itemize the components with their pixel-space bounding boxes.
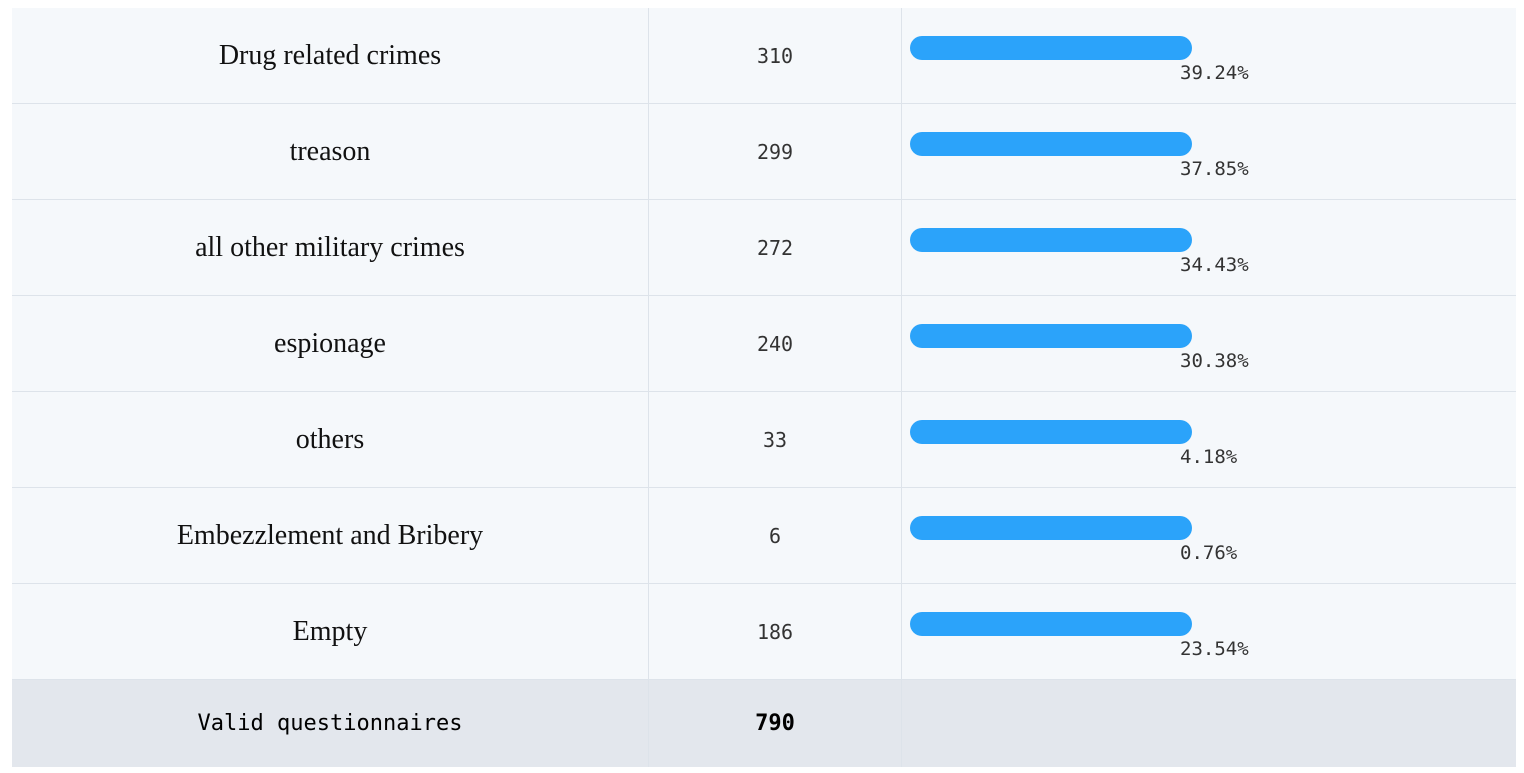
percent-label: 39.24% — [1180, 62, 1249, 84]
row-bar-cell: 39.24% — [901, 8, 1516, 103]
table-row: all other military crimes 272 34.43% — [12, 200, 1516, 296]
row-count: 33 — [648, 392, 901, 487]
row-label: treason — [289, 135, 371, 167]
row-label: all other military crimes — [195, 231, 465, 263]
percent-bar — [910, 612, 1192, 636]
row-bar-cell: 23.54% — [901, 584, 1516, 679]
total-label: Valid questionnaires — [197, 711, 463, 736]
table-row: others 33 4.18% — [12, 392, 1516, 488]
row-bar-cell: 30.38% — [901, 296, 1516, 391]
table-row: Drug related crimes 310 39.24% — [12, 8, 1516, 104]
row-count: 240 — [648, 296, 901, 391]
row-label: Empty — [292, 615, 368, 647]
total-count: 790 — [648, 680, 901, 767]
row-label: Embezzlement and Bribery — [176, 519, 484, 551]
percent-label: 23.54% — [1180, 638, 1249, 660]
percent-bar — [910, 132, 1192, 156]
percent-label: 30.38% — [1180, 350, 1249, 372]
row-bar-cell: 34.43% — [901, 200, 1516, 295]
row-label: others — [295, 423, 365, 455]
row-count: 272 — [648, 200, 901, 295]
row-label: espionage — [274, 327, 386, 359]
total-bar-cell — [901, 680, 1516, 767]
row-count: 310 — [648, 8, 901, 103]
percent-bar — [910, 324, 1192, 348]
percent-bar — [910, 228, 1192, 252]
row-count: 186 — [648, 584, 901, 679]
percent-label: 0.76% — [1180, 542, 1238, 564]
table-row: treason 299 37.85% — [12, 104, 1516, 200]
row-label: Drug related crimes — [218, 39, 442, 71]
row-bar-cell: 4.18% — [901, 392, 1516, 487]
row-bar-cell: 0.76% — [901, 488, 1516, 583]
row-bar-cell: 37.85% — [901, 104, 1516, 199]
percent-bar — [910, 516, 1192, 540]
percent-label: 34.43% — [1180, 254, 1249, 276]
table-row: espionage 240 30.38% — [12, 296, 1516, 392]
row-count: 299 — [648, 104, 901, 199]
row-count: 6 — [648, 488, 901, 583]
percent-label: 37.85% — [1180, 158, 1249, 180]
percent-bar — [910, 36, 1192, 60]
table-row: Empty 186 23.54% — [12, 584, 1516, 680]
results-table: Drug related crimes 310 39.24% treason 299 37… — [12, 8, 1516, 767]
total-row: Valid questionnaires 790 — [12, 680, 1516, 767]
table-row: Embezzlement and Bribery 6 0.76% — [12, 488, 1516, 584]
percent-bar — [910, 420, 1192, 444]
percent-label: 4.18% — [1180, 446, 1238, 468]
